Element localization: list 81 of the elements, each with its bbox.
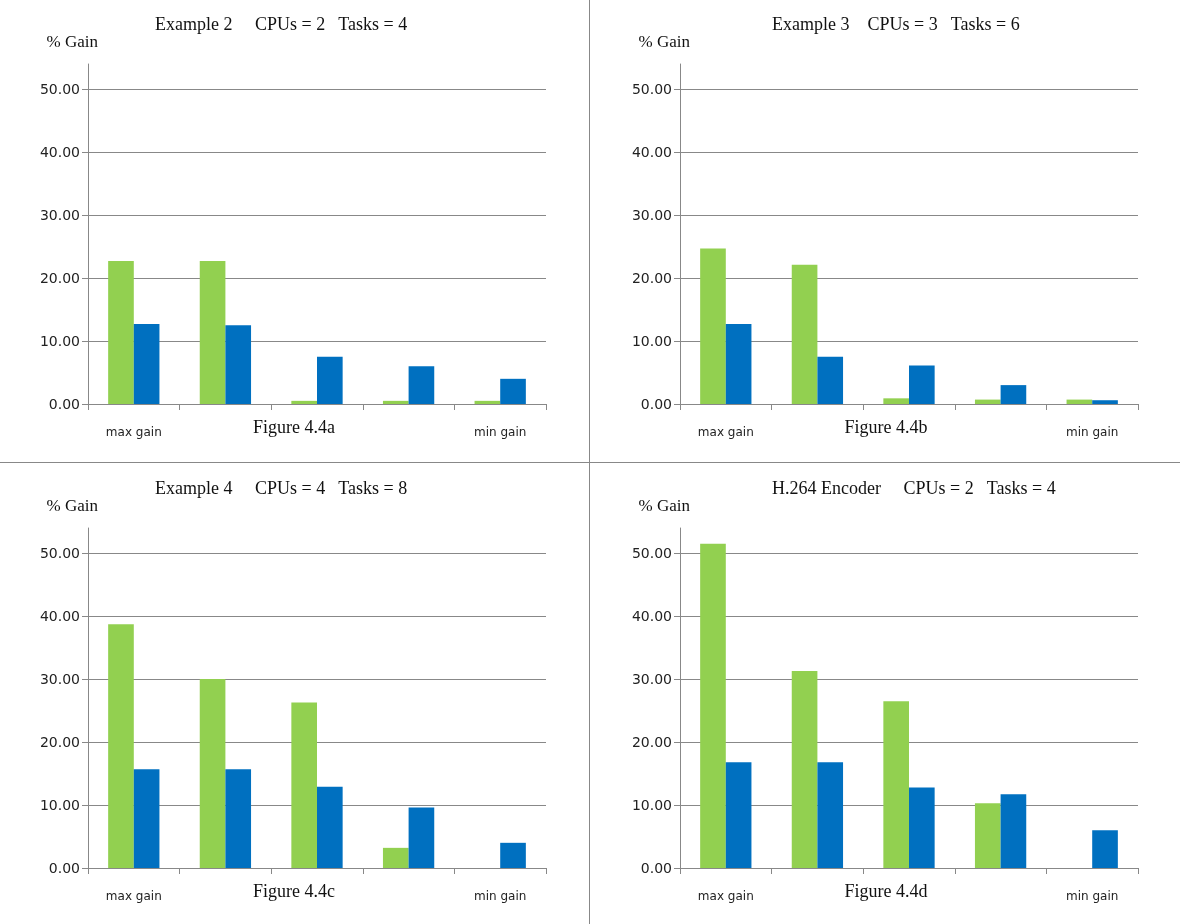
y-tick-label: 40.00: [39, 144, 80, 161]
bar: [700, 248, 726, 404]
bar: [725, 762, 752, 868]
bar: [225, 325, 252, 404]
x-tick-label: max gain: [105, 889, 162, 903]
x-tick-label: max gain: [697, 425, 754, 439]
bar: [317, 356, 343, 404]
x-tick-label: max gain: [105, 425, 162, 439]
chart-title: H.264 Encoder CPUs = 2 Tasks = 4: [772, 478, 1056, 498]
x-tick-label: min gain: [1066, 889, 1119, 903]
y-tick-label: 30.00: [631, 207, 672, 224]
bar: [225, 769, 252, 868]
bar: [108, 624, 134, 868]
y-tick-label: 50.00: [631, 545, 672, 562]
y-tick-label: 50.00: [39, 81, 80, 98]
y-axis-title: % Gain: [46, 496, 99, 515]
y-tick-label: 10.00: [39, 333, 80, 350]
bar: [700, 543, 726, 868]
y-tick-label: 20.00: [631, 734, 672, 751]
bar: [408, 807, 435, 868]
bar: [1092, 830, 1118, 868]
y-tick-label: 10.00: [39, 797, 80, 814]
bar: [133, 324, 160, 404]
bar: [199, 679, 226, 868]
bar: [133, 769, 160, 868]
bar: [1000, 794, 1027, 868]
bar: [725, 324, 752, 404]
bar: [317, 786, 343, 868]
x-tick-label: min gain: [474, 425, 527, 439]
chart-title: Example 3 CPUs = 3 Tasks = 6: [772, 14, 1020, 34]
y-tick-label: 0.00: [48, 396, 80, 412]
bar: [817, 356, 844, 404]
caption: Figure 4.4a: [253, 417, 335, 437]
y-tick-label: 30.00: [39, 671, 80, 688]
bar: [291, 400, 317, 404]
bar: [199, 261, 226, 404]
x-tick-label: min gain: [474, 889, 527, 903]
bar: [974, 399, 1001, 404]
y-tick-label: 0.00: [48, 860, 80, 876]
caption: Figure 4.4c: [253, 881, 335, 901]
bar: [1000, 385, 1027, 404]
y-axis-title: % Gain: [638, 496, 691, 515]
bar: [108, 261, 134, 404]
bar: [291, 702, 317, 868]
bar: [883, 701, 909, 868]
y-tick-label: 30.00: [39, 207, 80, 224]
bar: [974, 803, 1001, 868]
caption: Figure 4.4d: [844, 881, 928, 901]
bar: [382, 847, 409, 868]
bar: [909, 365, 935, 404]
bar: [408, 366, 435, 404]
y-tick-label: 40.00: [631, 608, 672, 625]
y-tick-label: 20.00: [39, 734, 80, 751]
y-tick-label: 20.00: [39, 270, 80, 287]
x-tick-label: min gain: [1066, 425, 1119, 439]
y-tick-label: 20.00: [631, 270, 672, 287]
bar: [817, 762, 844, 868]
y-tick-label: 40.00: [631, 144, 672, 161]
chart-title: Example 2 CPUs = 2 Tasks = 4: [155, 14, 408, 34]
bar: [500, 378, 526, 404]
y-tick-label: 50.00: [39, 545, 80, 562]
y-tick-label: 10.00: [631, 333, 672, 350]
y-axis-title: % Gain: [638, 32, 691, 51]
bar: [883, 398, 909, 404]
caption: Figure 4.4b: [844, 417, 928, 437]
bar: [500, 842, 526, 868]
y-tick-label: 30.00: [631, 671, 672, 688]
y-tick-label: 40.00: [39, 608, 80, 625]
x-tick-label: max gain: [697, 889, 754, 903]
y-tick-label: 0.00: [640, 396, 672, 412]
y-tick-label: 50.00: [631, 81, 672, 98]
y-axis-title: % Gain: [46, 32, 99, 51]
bar: [1092, 400, 1118, 404]
chart-title: Example 4 CPUs = 4 Tasks = 8: [155, 478, 408, 498]
bar: [382, 400, 409, 404]
bar: [474, 400, 501, 404]
bar: [791, 264, 818, 404]
bar: [909, 787, 935, 868]
bar: [791, 670, 818, 868]
y-tick-label: 0.00: [640, 860, 672, 876]
y-tick-label: 10.00: [631, 797, 672, 814]
